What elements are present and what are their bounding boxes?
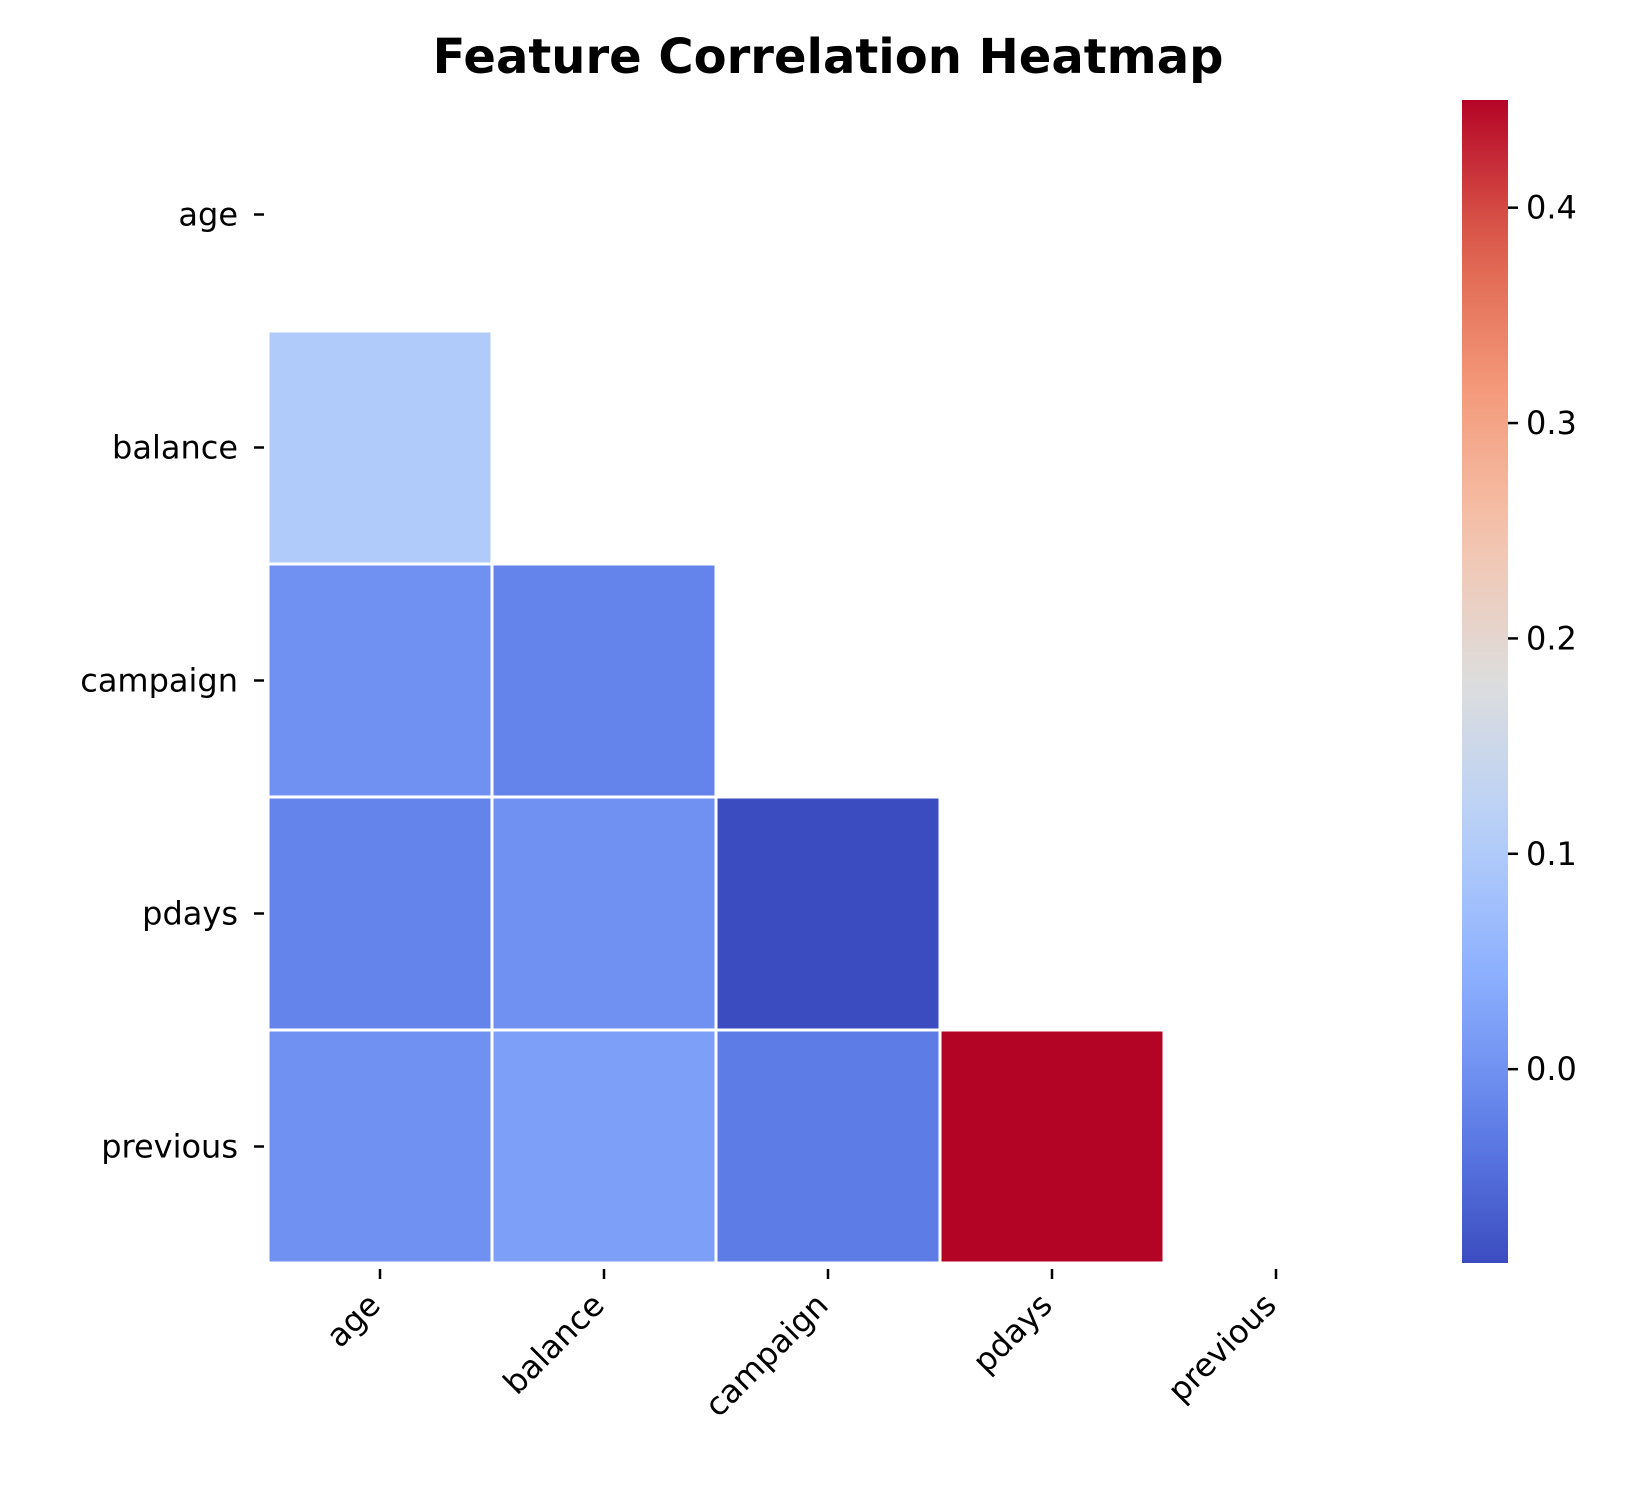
colorbar-tick-label: 0.2 [1526,619,1577,657]
x-tick-label-balance: balance [496,1286,612,1402]
x-axis: age balance campaign pdays previous [319,1269,1284,1424]
x-tick-label-previous: previous [1160,1286,1284,1410]
heatmap-cell-campaign-balance [490,562,718,799]
heatmap-cells [266,329,1166,1265]
y-tick-label-pdays: pdays [142,895,238,933]
y-tick-label-previous: previous [101,1128,238,1166]
y-tick-label-balance: balance [112,429,238,467]
heatmap-cell-pdays-balance [490,795,718,1032]
heatmap-cell-campaign-age [266,562,494,799]
x-tick-label-age: age [319,1286,388,1355]
heatmap-cell-previous-campaign [714,1028,942,1265]
heatmap-cell-previous-balance [490,1028,718,1265]
colorbar-tick-label: 0.4 [1526,189,1577,227]
colorbar-axis: 0.0 0.1 0.2 0.3 0.4 [1508,189,1577,1088]
heatmap-cell-pdays-campaign [714,795,942,1032]
y-tick-label-campaign: campaign [80,662,238,700]
colorbar-tick-label: 0.0 [1526,1050,1577,1088]
heatmap-cell-previous-pdays [938,1028,1166,1265]
x-tick-label-campaign: campaign [697,1286,835,1424]
colorbar [1462,100,1508,1263]
colorbar-tick-label: 0.3 [1526,404,1577,442]
colorbar-tick-label: 0.1 [1526,835,1577,873]
x-tick-label-pdays: pdays [965,1286,1060,1381]
chart-title: Feature Correlation Heatmap [433,29,1224,85]
heatmap-cell-pdays-age [266,795,494,1032]
y-axis: age balance campaign pdays previous [80,196,264,1166]
y-tick-label-age: age [178,196,238,234]
heatmap-cell-previous-age [266,1028,494,1265]
heatmap-cell-balance-age [266,329,494,566]
